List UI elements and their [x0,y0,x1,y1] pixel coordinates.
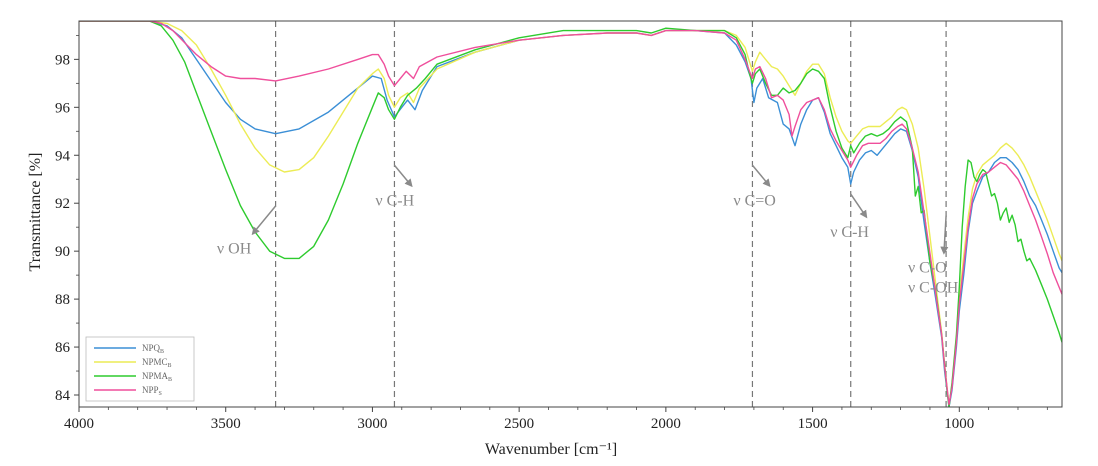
annotation-label: ν C=O [733,193,775,210]
series-line-npmc [79,21,1062,406]
series-line-npp [79,21,1062,406]
x-tick-label: 3500 [211,416,241,432]
annotation-label: ν C-OH [908,280,959,297]
x-axis-title: Wavenumber [cm⁻¹] [485,441,617,458]
legend-label-subscript: B [160,349,164,355]
legend-label-subscript: B [168,377,172,383]
y-tick-label: 96 [55,100,71,116]
x-tick-label: 2000 [651,416,681,432]
y-axis-title: Transmittance [%] [27,153,44,272]
legend-label-subscript: S [159,391,162,397]
legend-box [85,336,195,402]
y-tick-label: 92 [55,196,70,212]
legend-label: NPMCB [142,357,172,369]
annotation-arrow [393,164,413,188]
y-axis: 84 86 88 90 92 94 96 98 [55,34,79,404]
y-tick-label: 94 [55,148,71,164]
y-tick-label: 98 [55,52,70,68]
legend-label: NPQB [142,343,164,355]
legend-label: NPMAB [142,371,172,383]
annotation-label: ν C-H [830,224,869,241]
x-tick-label: 1500 [798,416,828,432]
x-tick-label: 2500 [504,416,534,432]
series-line-npma [79,21,1062,407]
annotation-arrow [940,215,949,255]
legend: NPQB NPMCB NPMAB NPPS [85,336,195,402]
x-tick-label: 1000 [944,416,974,432]
plot-frame [78,20,1063,408]
legend-label: NPPS [142,385,162,397]
annotation-label: ν OH [217,241,252,258]
x-tick-label: 4000 [64,416,94,432]
annotation-arrow [251,205,277,236]
y-tick-label: 90 [55,244,70,260]
y-tick-label: 86 [55,340,71,356]
series-line-npq [79,21,1062,407]
series-layer [79,21,1062,407]
annotation-label: ν C-H [375,193,414,210]
y-tick-label: 84 [55,388,71,404]
annotation-label: ν C-O [908,260,947,277]
annotation-arrow [751,164,771,188]
annotations: ν OH ν C-H ν C=O ν C-H ν C-O ν C-OH [217,164,959,297]
y-tick-label: 88 [55,292,70,308]
legend-label-subscript: B [168,363,172,369]
x-axis: 4000 3500 3000 2500 2000 1500 1000 [64,407,1048,432]
x-tick-label: 3000 [357,416,387,432]
annotation-arrow [850,193,868,219]
